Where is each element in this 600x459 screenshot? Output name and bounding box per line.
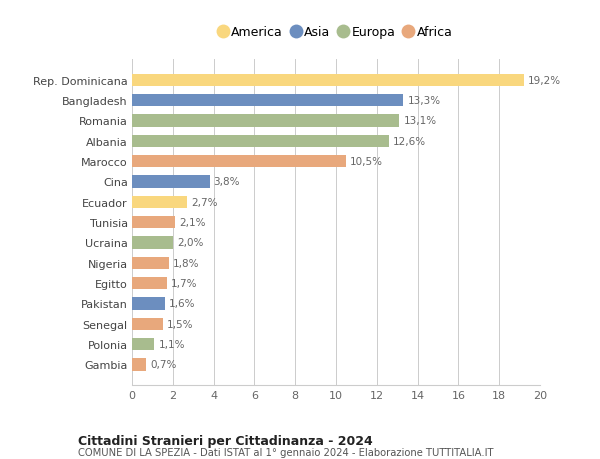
Text: 1,5%: 1,5%	[167, 319, 193, 329]
Text: 13,3%: 13,3%	[407, 96, 440, 106]
Bar	[132, 257, 169, 269]
Text: 2,7%: 2,7%	[191, 197, 218, 207]
Text: 10,5%: 10,5%	[350, 157, 383, 167]
Text: 1,1%: 1,1%	[158, 339, 185, 349]
Bar	[132, 156, 346, 168]
Text: 1,6%: 1,6%	[169, 299, 195, 309]
Text: 1,8%: 1,8%	[173, 258, 199, 268]
Text: Cittadini Stranieri per Cittadinanza - 2024: Cittadini Stranieri per Cittadinanza - 2…	[78, 434, 373, 447]
Text: 12,6%: 12,6%	[393, 136, 426, 146]
Bar	[132, 338, 154, 351]
Text: 3,8%: 3,8%	[214, 177, 240, 187]
Text: 0,7%: 0,7%	[151, 360, 177, 369]
Bar	[132, 95, 403, 107]
Bar	[132, 237, 173, 249]
Bar	[132, 298, 164, 310]
Bar	[132, 277, 167, 290]
Bar	[132, 358, 146, 371]
Bar	[132, 176, 209, 188]
Bar	[132, 74, 524, 87]
Legend: America, Asia, Europa, Africa: America, Asia, Europa, Africa	[217, 23, 455, 41]
Bar	[132, 217, 175, 229]
Text: COMUNE DI LA SPEZIA - Dati ISTAT al 1° gennaio 2024 - Elaborazione TUTTITALIA.IT: COMUNE DI LA SPEZIA - Dati ISTAT al 1° g…	[78, 448, 493, 458]
Text: 2,1%: 2,1%	[179, 218, 205, 228]
Text: 19,2%: 19,2%	[528, 76, 561, 85]
Text: 1,7%: 1,7%	[171, 279, 197, 288]
Bar	[132, 115, 399, 127]
Bar	[132, 196, 187, 208]
Text: 13,1%: 13,1%	[403, 116, 436, 126]
Bar	[132, 318, 163, 330]
Text: 2,0%: 2,0%	[177, 238, 203, 248]
Bar	[132, 135, 389, 147]
